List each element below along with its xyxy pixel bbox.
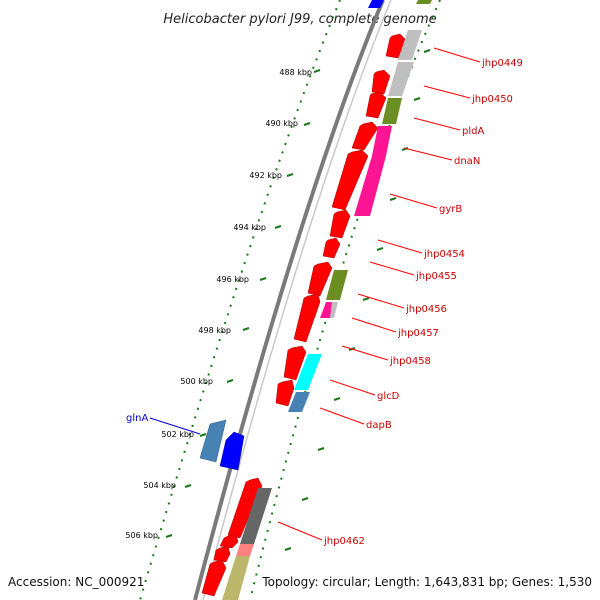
kbp-label: 494 kbp [233,223,266,232]
cds-arrow [322,237,341,259]
gene-label: dnaN [454,156,480,167]
gene-label: dapB [366,420,392,431]
gene-label: gyrB [439,204,462,215]
kbp-label: 500 kbp [180,377,213,386]
cds-arrow [307,261,333,297]
kbp-tick-marks [165,69,321,538]
label-leaders [277,47,481,541]
genome-summary-text: Topology: circular; Length: 1,643,831 bp… [261,575,592,589]
cog-track [222,0,432,600]
cds-arrow [283,345,307,381]
kbp-label: 488 kbp [279,68,312,77]
kbp-label: 492 kbp [249,171,282,180]
reverse-cds-features [199,0,384,471]
accession-text: Accession: NC_000921 [8,575,144,589]
kbp-labels: 488 kbp 490 kbp 492 kbp 494 kbp 496 kbp … [125,68,312,540]
kbp-label: 496 kbp [216,275,249,284]
cog-block [199,419,227,463]
cds-arrow [351,121,379,151]
cds-arrow [275,379,295,407]
cds-arrow [385,33,407,59]
kbp-label: 504 kbp [143,481,176,490]
cds-arrow [219,533,239,549]
gene-label: glcD [377,391,400,402]
glnA-leader [149,417,201,435]
gene-label: jhp0458 [389,356,431,367]
kbp-label: 506 kbp [125,531,158,540]
gene-label: jhp0457 [397,328,439,339]
cds-arrow [213,545,231,563]
cds-arrow [371,69,391,95]
gene-label: jhp0449 [481,58,523,69]
gene-label-left: glnA [126,413,148,424]
gene-label: jhp0456 [405,304,447,315]
gene-label: jhp0454 [423,249,465,260]
gene-label: jhp0455 [415,271,457,282]
cds-features [201,33,407,597]
gene-labels: jhp0449 jhp0450 pldA dnaN gyrB jhp0454 j… [126,58,523,547]
kbp-label: 498 kbp [198,326,231,335]
cds-arrow [365,91,387,119]
cds-arrow [329,209,351,239]
cds-arrow [293,293,321,343]
cds-arrow [219,431,245,471]
genome-backbone [193,0,392,600]
kbp-label: 502 kbp [161,430,194,439]
kbp-label: 490 kbp [265,119,298,128]
cds-arrow [227,477,263,539]
gene-label: jhp0450 [471,94,513,105]
gene-label: pldA [462,126,484,137]
gene-label: jhp0462 [323,536,365,547]
cds-arrow [201,559,227,597]
map-title: Helicobacter pylori J99, complete genome [163,12,436,27]
right-tick-marks [284,49,431,551]
